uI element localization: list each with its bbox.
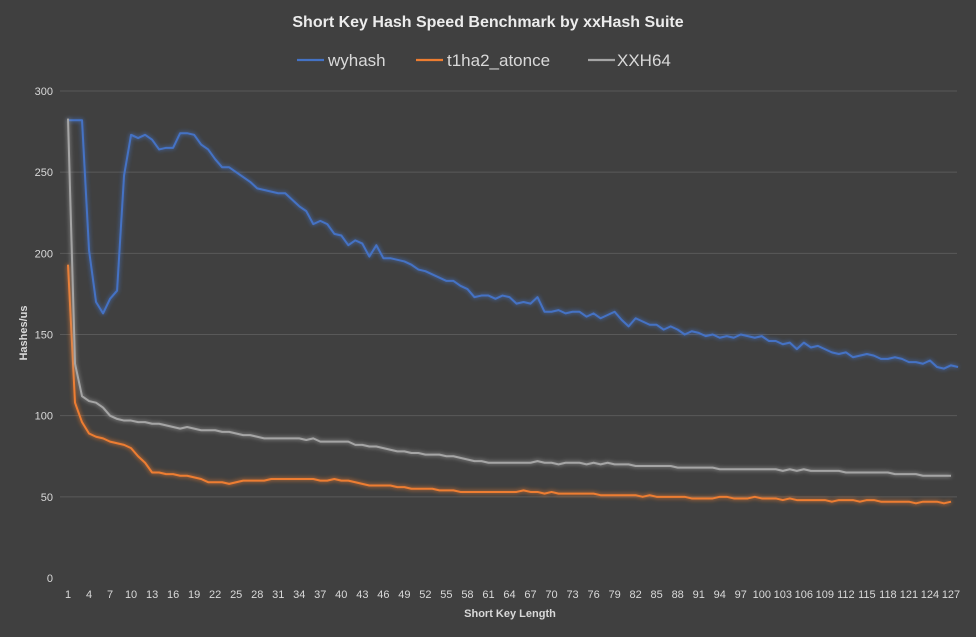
x-tick-label: 127 (942, 589, 960, 601)
legend-label-wyhash: wyhash (327, 51, 386, 70)
x-tick-label: 22 (209, 589, 221, 601)
x-tick-label: 1 (65, 589, 71, 601)
x-tick-label: 79 (608, 589, 620, 601)
x-tick-label: 64 (503, 589, 515, 601)
x-tick-label: 70 (545, 589, 557, 601)
series-line-xxh64 (67, 118, 951, 477)
y-tick-label: 300 (35, 86, 53, 98)
y-tick-label: 150 (35, 330, 53, 342)
x-tick-label: 37 (314, 589, 326, 601)
y-axis-tick-labels: 0 50 100 150 200 250 300 (35, 86, 53, 585)
x-tick-label: 121 (900, 589, 918, 601)
x-axis-label: Short Key Length (464, 608, 556, 620)
x-tick-label: 88 (672, 589, 684, 601)
x-tick-label: 25 (230, 589, 242, 601)
series-line-t1ha2-atonce (67, 264, 952, 505)
x-tick-label: 100 (753, 589, 771, 601)
y-tick-label: 200 (35, 248, 53, 260)
x-tick-label: 85 (651, 589, 663, 601)
series-line-wyhash (68, 119, 959, 370)
legend: wyhash t1ha2_atonce XXH64 (297, 51, 671, 70)
x-tick-label: 112 (837, 589, 855, 601)
x-tick-label: 4 (86, 589, 92, 601)
x-tick-label: 10 (125, 589, 137, 601)
gridlines (60, 90, 957, 498)
x-tick-label: 106 (795, 589, 813, 601)
x-tick-label: 103 (774, 589, 792, 601)
x-tick-label: 124 (921, 589, 939, 601)
series-lines (67, 118, 959, 505)
x-tick-label: 91 (693, 589, 705, 601)
x-tick-label: 19 (188, 589, 200, 601)
y-tick-label: 0 (47, 573, 53, 585)
legend-label-xxh64: XXH64 (617, 51, 671, 70)
legend-label-t1ha2-atonce: t1ha2_atonce (447, 51, 550, 70)
x-tick-label: 118 (879, 589, 897, 601)
y-tick-label: 50 (41, 492, 53, 504)
x-tick-label: 97 (735, 589, 747, 601)
x-tick-label: 43 (356, 589, 368, 601)
x-tick-label: 52 (419, 589, 431, 601)
x-tick-label: 13 (146, 589, 158, 601)
x-tick-label: 67 (524, 589, 536, 601)
x-tick-label: 55 (440, 589, 452, 601)
x-tick-label: 76 (587, 589, 599, 601)
x-tick-label: 16 (167, 589, 179, 601)
x-tick-label: 82 (630, 589, 642, 601)
x-tick-label: 109 (816, 589, 834, 601)
x-tick-label: 58 (461, 589, 473, 601)
y-tick-label: 100 (35, 411, 53, 423)
x-tick-label: 7 (107, 589, 113, 601)
x-tick-label: 61 (482, 589, 494, 601)
y-axis-label: Hashes/us (18, 305, 30, 360)
y-tick-label: 250 (35, 167, 53, 179)
x-tick-label: 28 (251, 589, 263, 601)
chart-title: Short Key Hash Speed Benchmark by xxHash… (292, 14, 683, 31)
x-tick-label: 40 (335, 589, 347, 601)
x-tick-label: 73 (566, 589, 578, 601)
x-tick-label: 46 (377, 589, 389, 601)
x-tick-label: 94 (714, 589, 726, 601)
x-tick-label: 115 (858, 589, 876, 601)
x-tick-label: 34 (293, 589, 305, 601)
x-tick-label: 31 (272, 589, 284, 601)
x-axis-tick-labels: 1 4 7 10 13 16 19 22 25 28 31 34 37 40 43 46 49 52 55 58 61 6… (65, 589, 960, 601)
x-tick-label: 49 (398, 589, 410, 601)
